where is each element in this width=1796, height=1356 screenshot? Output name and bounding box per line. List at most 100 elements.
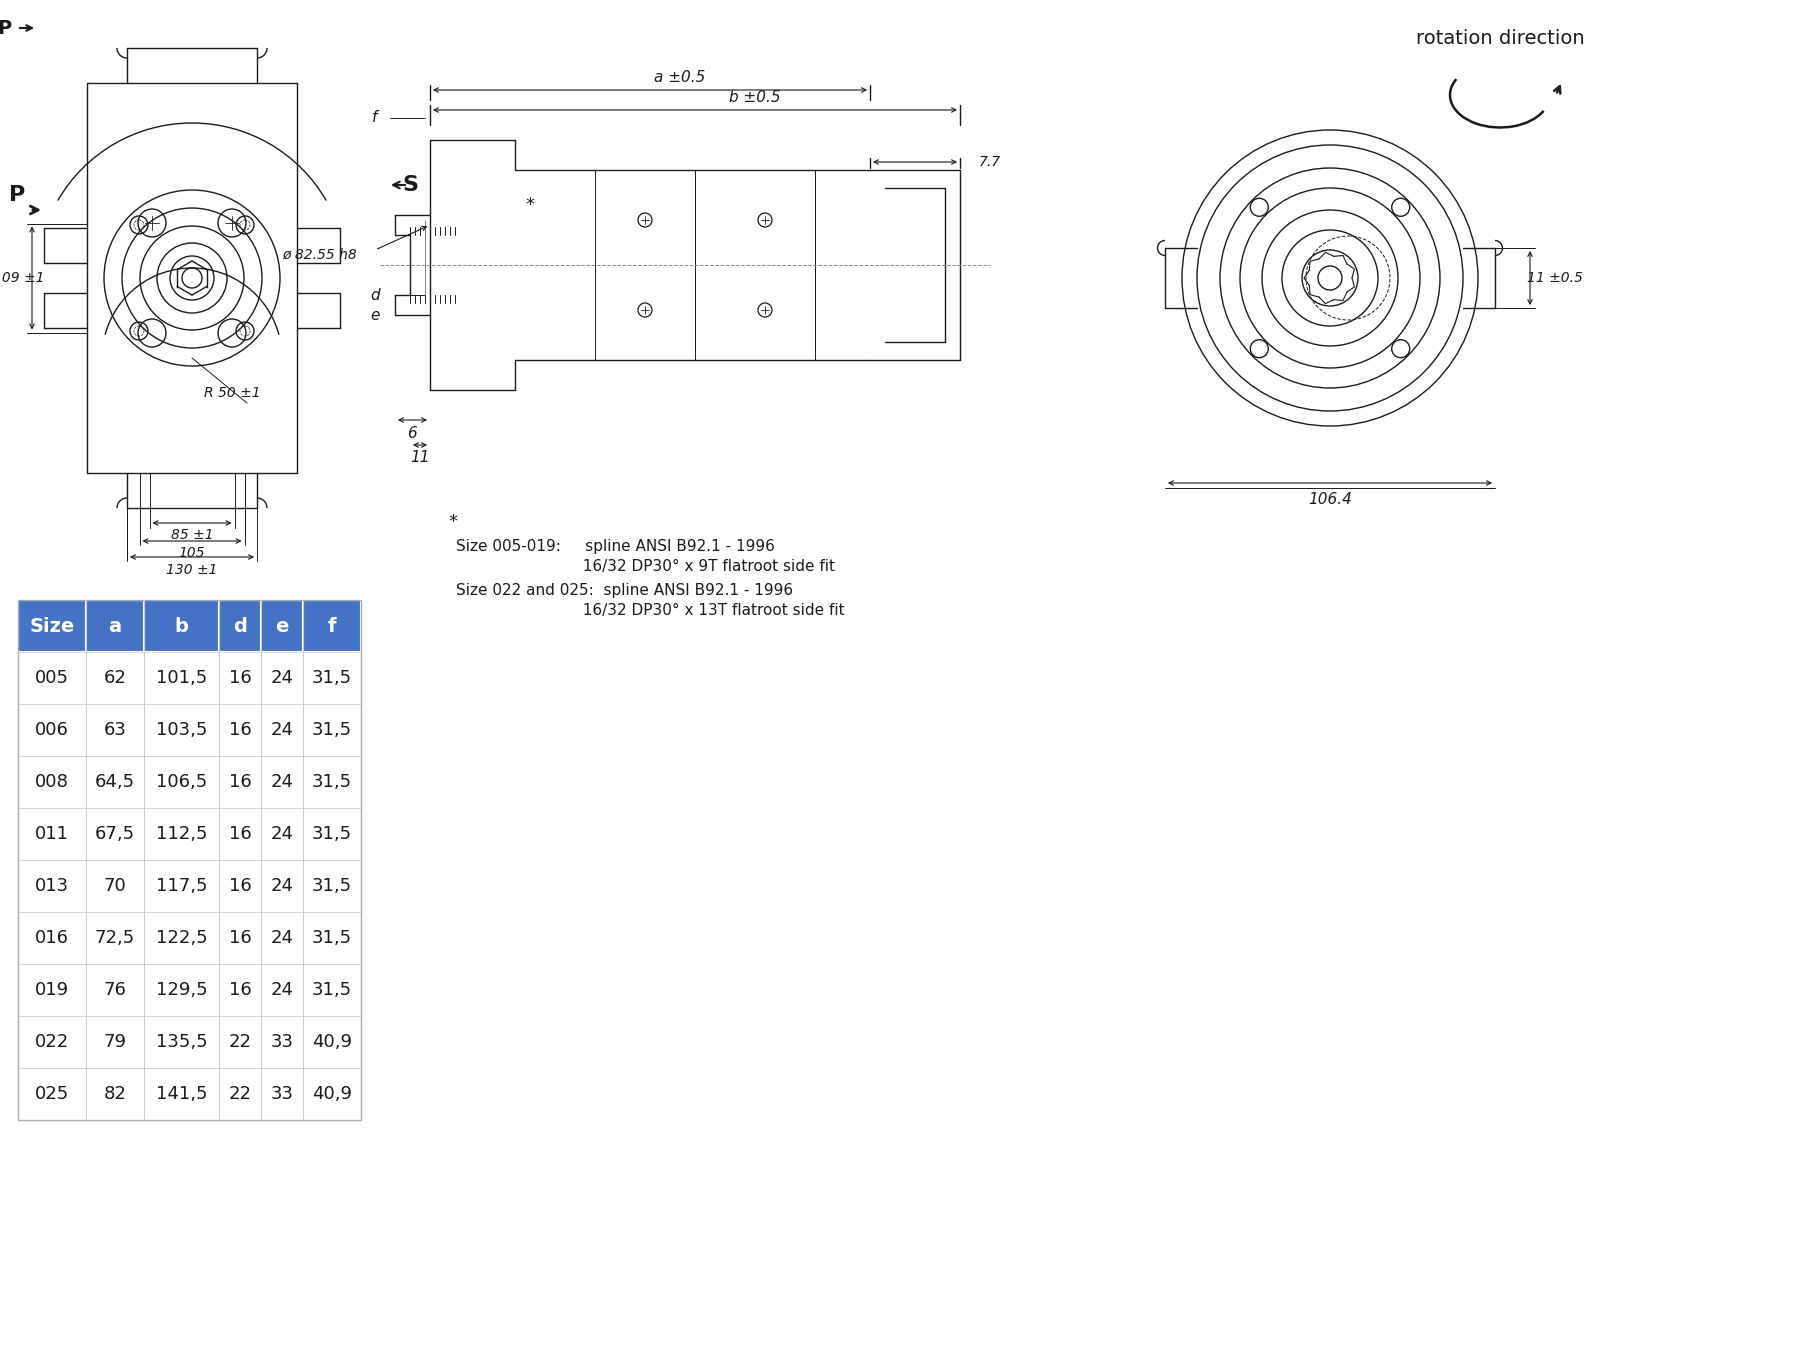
Bar [144, 913, 219, 964]
Text: 24: 24 [271, 824, 293, 843]
Text: 67,5: 67,5 [95, 824, 135, 843]
Text: 63: 63 [104, 721, 126, 739]
Text: 16/32 DP30° x 9T flatroot side fit: 16/32 DP30° x 9T flatroot side fit [456, 560, 835, 575]
Text: ø 82.55 h8: ø 82.55 h8 [282, 248, 357, 262]
Text: 33: 33 [271, 1085, 293, 1102]
Text: 24: 24 [271, 669, 293, 687]
Text: 16: 16 [228, 980, 251, 999]
Bar [219, 757, 260, 808]
Text: 85 ±1: 85 ±1 [171, 527, 214, 542]
Text: d: d [370, 287, 379, 302]
Bar [304, 652, 361, 704]
Text: 64,5: 64,5 [95, 773, 135, 791]
Text: 005: 005 [34, 669, 68, 687]
Bar [219, 964, 260, 1016]
Text: 40,9: 40,9 [313, 1085, 352, 1102]
Bar [18, 1069, 86, 1120]
Text: 106,5: 106,5 [156, 773, 207, 791]
Bar [18, 704, 86, 757]
Bar [260, 599, 304, 652]
Text: 31,5: 31,5 [313, 721, 352, 739]
Bar [144, 704, 219, 757]
Bar [86, 599, 144, 652]
Text: 109 ±1: 109 ±1 [0, 271, 45, 285]
Bar [86, 808, 144, 860]
Bar [86, 913, 144, 964]
Bar [144, 860, 219, 913]
Text: 16: 16 [228, 773, 251, 791]
Text: 31,5: 31,5 [313, 980, 352, 999]
Bar [304, 757, 361, 808]
Bar [219, 704, 260, 757]
Bar [304, 964, 361, 1016]
Bar [18, 808, 86, 860]
Text: 16: 16 [228, 824, 251, 843]
Text: 16: 16 [228, 669, 251, 687]
Text: 103,5: 103,5 [156, 721, 207, 739]
Bar [219, 652, 260, 704]
Bar [144, 1016, 219, 1069]
Bar [86, 1016, 144, 1069]
Text: 117,5: 117,5 [156, 877, 207, 895]
Text: Size 005-019:     spline ANSI B92.1 - 1996: Size 005-019: spline ANSI B92.1 - 1996 [456, 540, 774, 555]
Text: 022: 022 [34, 1033, 68, 1051]
Bar [144, 964, 219, 1016]
Bar [86, 757, 144, 808]
Text: S: S [402, 175, 418, 195]
Text: 24: 24 [271, 929, 293, 946]
Bar [219, 808, 260, 860]
Text: 013: 013 [34, 877, 68, 895]
Bar [304, 1016, 361, 1069]
Bar [18, 599, 361, 1120]
Text: f: f [372, 110, 377, 126]
Bar [260, 1016, 304, 1069]
Text: 22: 22 [228, 1085, 251, 1102]
Text: 11 ±0.5: 11 ±0.5 [1527, 271, 1582, 285]
Bar [86, 860, 144, 913]
Text: 135,5: 135,5 [156, 1033, 207, 1051]
Text: 33: 33 [271, 1033, 293, 1051]
Text: 141,5: 141,5 [156, 1085, 207, 1102]
Text: b ±0.5: b ±0.5 [729, 91, 781, 106]
Text: 82: 82 [104, 1085, 126, 1102]
Text: 24: 24 [271, 877, 293, 895]
Text: f: f [327, 617, 336, 636]
Bar [219, 1016, 260, 1069]
Bar [260, 652, 304, 704]
Bar [260, 913, 304, 964]
Bar [18, 757, 86, 808]
Bar [86, 964, 144, 1016]
Bar [144, 599, 219, 652]
Text: 72,5: 72,5 [95, 929, 135, 946]
Text: 31,5: 31,5 [313, 929, 352, 946]
Text: 31,5: 31,5 [313, 877, 352, 895]
Text: 24: 24 [271, 980, 293, 999]
Text: 011: 011 [34, 824, 68, 843]
Text: rotation direction: rotation direction [1415, 28, 1584, 47]
Bar [18, 599, 86, 652]
Text: 11: 11 [409, 450, 429, 465]
Bar [304, 913, 361, 964]
Bar [18, 652, 86, 704]
Text: Size: Size [29, 617, 75, 636]
Text: 31,5: 31,5 [313, 824, 352, 843]
Text: 62: 62 [104, 669, 126, 687]
Text: 16: 16 [228, 721, 251, 739]
Text: 6: 6 [408, 426, 417, 441]
Text: Size 022 and 025:  spline ANSI B92.1 - 1996: Size 022 and 025: spline ANSI B92.1 - 19… [456, 583, 794, 598]
Text: *: * [526, 197, 535, 214]
Text: 16: 16 [228, 929, 251, 946]
Bar [18, 964, 86, 1016]
Text: 22: 22 [228, 1033, 251, 1051]
Text: 008: 008 [36, 773, 68, 791]
Text: 122,5: 122,5 [156, 929, 207, 946]
Text: 24: 24 [271, 721, 293, 739]
Bar [144, 652, 219, 704]
Text: 019: 019 [34, 980, 68, 999]
Bar [219, 599, 260, 652]
Text: 16/32 DP30° x 13T flatroot side fit: 16/32 DP30° x 13T flatroot side fit [456, 602, 844, 617]
Text: 16: 16 [228, 877, 251, 895]
Text: 106.4: 106.4 [1307, 492, 1352, 507]
Bar [18, 913, 86, 964]
Text: 7.7: 7.7 [979, 155, 1000, 170]
